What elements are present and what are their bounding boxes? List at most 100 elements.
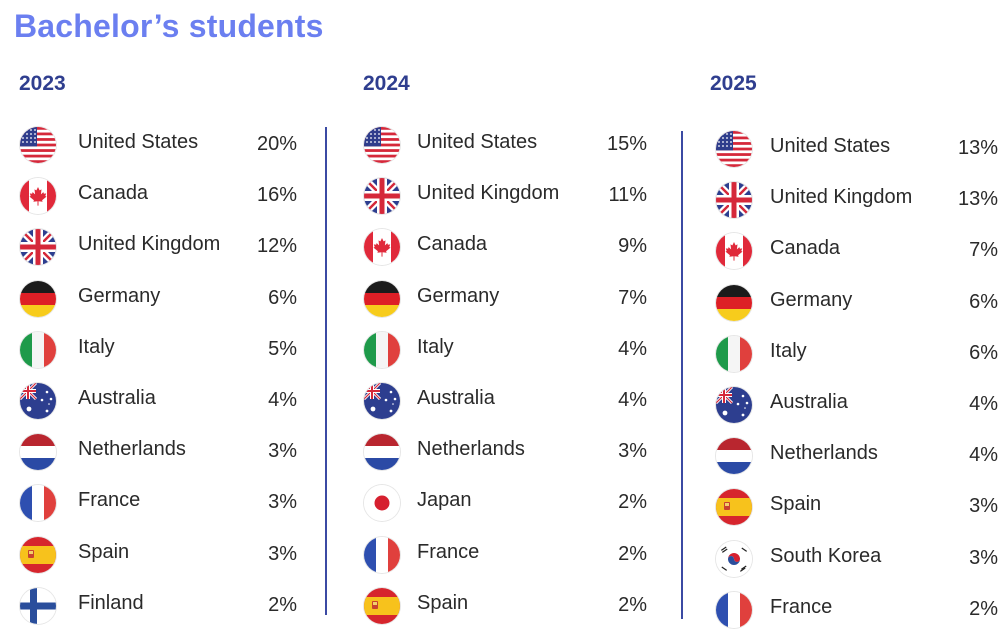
list-item: France 2% <box>692 591 1006 632</box>
kr-flag-icon <box>716 540 752 577</box>
percentage-value: 4% <box>969 444 998 467</box>
percentage-value: 3% <box>618 440 647 463</box>
percentage-value: 6% <box>969 290 998 313</box>
list-item: Netherlands 3% <box>0 434 340 474</box>
uk-flag-icon <box>20 229 56 266</box>
list-item: France 3% <box>0 485 340 525</box>
fi-flag-icon <box>20 587 56 624</box>
list-item: Canada 9% <box>345 229 685 269</box>
nl-flag-icon <box>20 434 56 471</box>
percentage-value: 13% <box>957 188 998 211</box>
percentage-value: 7% <box>618 286 647 309</box>
nl-flag-icon <box>364 434 400 471</box>
percentage-value: 13% <box>957 137 998 159</box>
list-item: United States 20% <box>0 127 340 167</box>
it-flag-icon <box>20 331 56 368</box>
country-name: Italy <box>417 335 454 358</box>
country-name: Canada <box>770 237 841 260</box>
country-name: Australia <box>770 391 848 413</box>
percentage-value: 20% <box>256 133 297 155</box>
percentage-value: 4% <box>618 389 647 411</box>
ca-flag-icon <box>364 229 400 266</box>
country-name: Italy <box>78 335 115 358</box>
es-flag-icon <box>20 536 56 573</box>
percentage-value: 4% <box>618 337 647 360</box>
list-item: Japan 2% <box>345 485 685 525</box>
list-item: Germany 7% <box>345 280 685 321</box>
country-name: Italy <box>770 339 807 362</box>
list-item: Australia 4% <box>345 383 685 423</box>
percentage-value: 6% <box>268 286 297 309</box>
list-item: United States 13% <box>692 131 1006 171</box>
list-item: Germany 6% <box>0 280 340 321</box>
list-item: United Kingdom 11% <box>345 178 685 218</box>
list-item: Finland 2% <box>0 587 340 628</box>
percentage-value: 6% <box>969 341 998 364</box>
de-flag-icon <box>20 280 56 317</box>
percentage-value: 2% <box>618 491 647 514</box>
percentage-value: 3% <box>969 546 998 569</box>
percentage-value: 12% <box>256 235 297 258</box>
it-flag-icon <box>364 331 400 368</box>
country-name: United Kingdom <box>78 233 221 256</box>
country-name: Germany <box>78 284 161 307</box>
list-item: Canada 7% <box>692 233 1006 273</box>
au-flag-icon <box>716 387 752 423</box>
country-name: United Kingdom <box>770 186 913 209</box>
country-name: Spain <box>78 540 130 563</box>
list-item: Italy 5% <box>0 331 340 372</box>
percentage-value: 4% <box>969 393 998 415</box>
year-heading: 2025 <box>710 72 757 95</box>
country-name: Australia <box>417 387 495 409</box>
percentage-value: 16% <box>256 184 297 207</box>
list-item: Canada 16% <box>0 178 340 218</box>
de-flag-icon <box>364 280 400 317</box>
uk-flag-icon <box>716 182 752 219</box>
list-item: Italy 6% <box>692 335 1006 376</box>
list-item: United States 15% <box>345 127 685 167</box>
ca-flag-icon <box>716 233 752 270</box>
percentage-value: 15% <box>606 133 647 155</box>
list-item: United Kingdom 13% <box>692 182 1006 222</box>
country-name: France <box>770 595 833 618</box>
country-name: Germany <box>417 284 500 307</box>
us-flag-icon <box>716 131 752 167</box>
country-name: United States <box>417 131 538 153</box>
percentage-value: 4% <box>268 389 297 411</box>
list-item: Australia 4% <box>0 383 340 423</box>
year-heading: 2024 <box>363 72 410 95</box>
percentage-value: 5% <box>268 337 297 360</box>
es-flag-icon <box>364 587 400 624</box>
list-item: Spain 3% <box>0 536 340 577</box>
country-name: South Korea <box>770 544 882 567</box>
column-divider <box>681 131 683 619</box>
percentage-value: 11% <box>608 184 647 207</box>
percentage-value: 2% <box>618 593 647 616</box>
fr-flag-icon <box>716 591 752 628</box>
jp-flag-icon <box>364 485 400 522</box>
list-item: United Kingdom 12% <box>0 229 340 269</box>
nl-flag-icon <box>716 438 752 475</box>
page-title: Bachelor’s students <box>14 8 324 44</box>
list-item: France 2% <box>345 536 685 577</box>
list-item: Germany 6% <box>692 284 1006 325</box>
fr-flag-icon <box>20 485 56 522</box>
percentage-value: 3% <box>268 440 297 463</box>
list-item: Italy 4% <box>345 331 685 372</box>
es-flag-icon <box>716 489 752 526</box>
fr-flag-icon <box>364 536 400 573</box>
country-name: Netherlands <box>770 442 878 465</box>
country-name: United States <box>78 131 199 153</box>
country-name: Japan <box>417 489 472 512</box>
list-item: Netherlands 3% <box>345 434 685 474</box>
column-divider <box>325 127 327 615</box>
ca-flag-icon <box>20 178 56 215</box>
it-flag-icon <box>716 335 752 372</box>
list-item: Spain 2% <box>345 587 685 628</box>
country-name: Australia <box>78 387 156 409</box>
country-name: Spain <box>417 591 469 614</box>
country-name: Canada <box>417 233 488 256</box>
country-name: Germany <box>770 288 853 311</box>
country-name: Netherlands <box>417 438 525 461</box>
uk-flag-icon <box>364 178 400 215</box>
